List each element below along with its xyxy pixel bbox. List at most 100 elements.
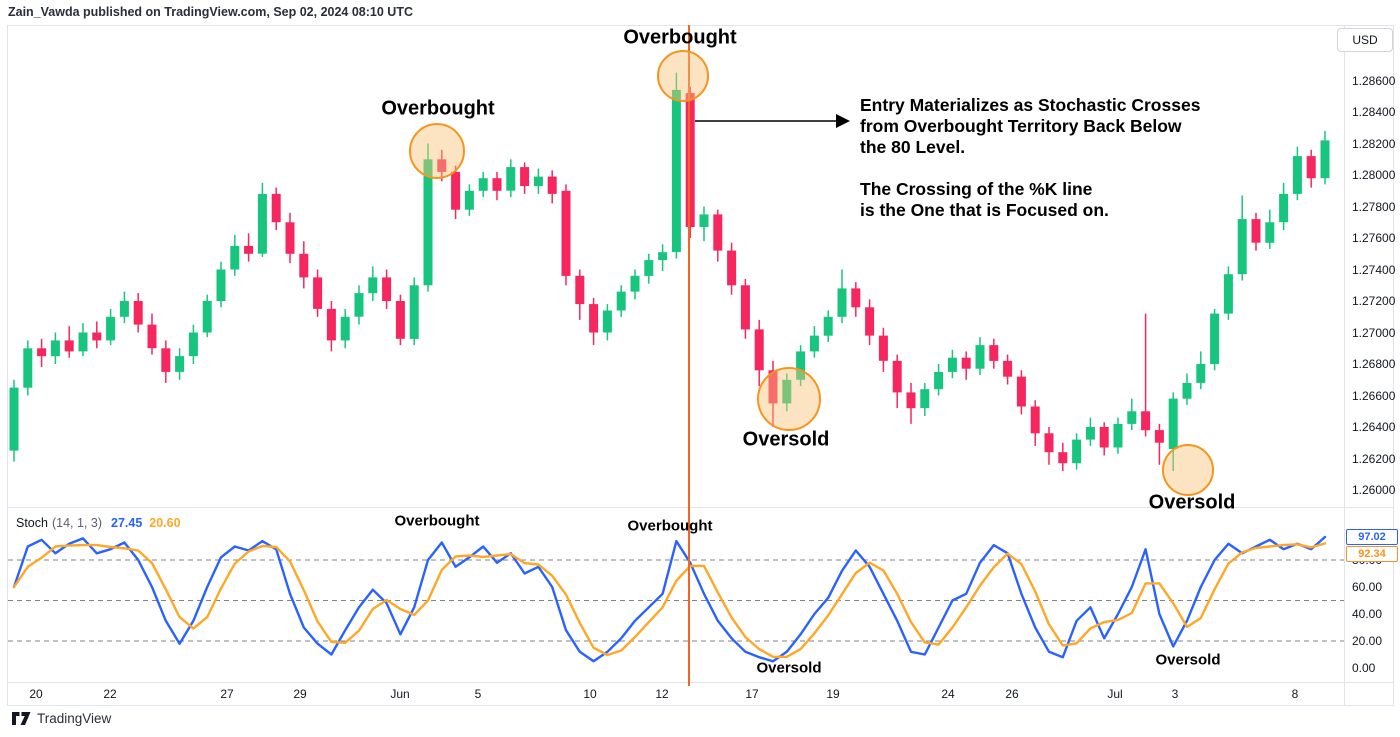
candle <box>299 241 309 289</box>
candle <box>50 332 60 364</box>
candle <box>78 323 88 357</box>
candle <box>989 338 999 369</box>
candle <box>782 373 792 412</box>
candle <box>175 348 185 380</box>
candle <box>699 206 709 242</box>
highlight-circle[interactable] <box>409 123 465 179</box>
candle <box>64 326 74 358</box>
candlestick-series <box>9 72 1330 472</box>
candle <box>1196 351 1206 390</box>
candle <box>851 282 861 317</box>
candle <box>1292 146 1302 201</box>
candle <box>1237 195 1247 281</box>
candle <box>23 340 33 396</box>
highlight-circle[interactable] <box>1162 444 1214 496</box>
candle <box>119 291 129 324</box>
candle <box>616 285 626 317</box>
candle <box>244 233 254 262</box>
candle <box>1085 417 1095 446</box>
candle <box>133 293 143 333</box>
candle <box>906 382 916 424</box>
candle <box>630 269 640 300</box>
candle <box>920 382 930 416</box>
candle <box>1251 212 1261 251</box>
stoch-indicator-legend[interactable]: Stoch (14, 1, 3) 27.45 20.60 <box>16 516 181 530</box>
stoch-k-line <box>12 535 1327 663</box>
annotation-arrow <box>695 114 850 128</box>
candle <box>1168 392 1178 472</box>
candle <box>713 209 723 262</box>
candle <box>451 165 461 220</box>
candle <box>658 244 668 272</box>
candle <box>865 299 875 346</box>
candle <box>340 308 350 349</box>
candle <box>1306 149 1316 188</box>
candle <box>1016 370 1026 415</box>
candle <box>423 143 433 292</box>
candle <box>1210 308 1220 371</box>
candle <box>464 184 474 216</box>
candle <box>230 234 240 276</box>
candle <box>271 187 281 231</box>
candle <box>1030 400 1040 446</box>
candle <box>1141 313 1151 437</box>
entry-note-line: the 80 Level. <box>860 137 966 157</box>
candle <box>37 338 47 368</box>
highlight-circle[interactable] <box>657 50 709 102</box>
candle <box>809 326 819 358</box>
candle <box>892 354 902 409</box>
candle <box>1044 427 1054 465</box>
stoch-legend-params: (14, 1, 3) <box>51 516 102 530</box>
candle <box>575 269 585 320</box>
candle <box>644 253 654 284</box>
candle <box>727 242 737 295</box>
candle <box>1320 130 1330 185</box>
candle <box>934 364 944 396</box>
entry-note-line: from Overbought Territory Back Below <box>860 116 1182 136</box>
attribution-header: Zain_Vawda published on TradingView.com,… <box>8 5 413 19</box>
candle <box>188 324 198 364</box>
candle <box>1003 354 1013 385</box>
tradingview-footer[interactable]: TradingView <box>12 711 111 726</box>
candle <box>9 379 19 462</box>
candle <box>520 162 530 194</box>
stoch-k-value: 27.45 <box>111 516 143 530</box>
stoch-band-lines <box>8 559 1344 642</box>
candle <box>547 170 557 204</box>
candle <box>1127 398 1137 431</box>
candle <box>1058 442 1068 472</box>
highlight-circle[interactable] <box>757 367 821 431</box>
candle <box>1113 417 1123 454</box>
candle <box>823 310 833 342</box>
entry-note-line: Entry Materializes as Stochastic Crosses <box>860 95 1201 115</box>
candle <box>147 313 157 355</box>
candle <box>602 304 612 341</box>
candle <box>1279 182 1289 231</box>
candle <box>326 301 336 352</box>
candle <box>478 171 488 198</box>
candle <box>492 171 502 201</box>
entry-note-line: The Crossing of the %K line <box>860 179 1093 199</box>
candle <box>395 294 405 346</box>
candle <box>947 349 957 379</box>
candle <box>202 294 212 338</box>
candle <box>257 182 267 257</box>
tradingview-brand-text: TradingView <box>37 711 112 726</box>
candle <box>1182 373 1192 405</box>
candle <box>216 261 226 308</box>
candle <box>409 277 419 346</box>
highlight-circles <box>409 50 1214 496</box>
candle <box>313 269 323 317</box>
candle <box>837 269 847 324</box>
chart-frame <box>7 25 1394 706</box>
candle <box>961 351 971 380</box>
candle <box>437 149 447 182</box>
stoch-d-value: 20.60 <box>149 516 181 530</box>
candle <box>685 86 695 238</box>
entry-note-line: is the One that is Focused on. <box>860 200 1109 220</box>
candle <box>368 266 378 301</box>
candle <box>506 159 516 198</box>
currency-axis-badge[interactable]: USD <box>1337 28 1393 52</box>
